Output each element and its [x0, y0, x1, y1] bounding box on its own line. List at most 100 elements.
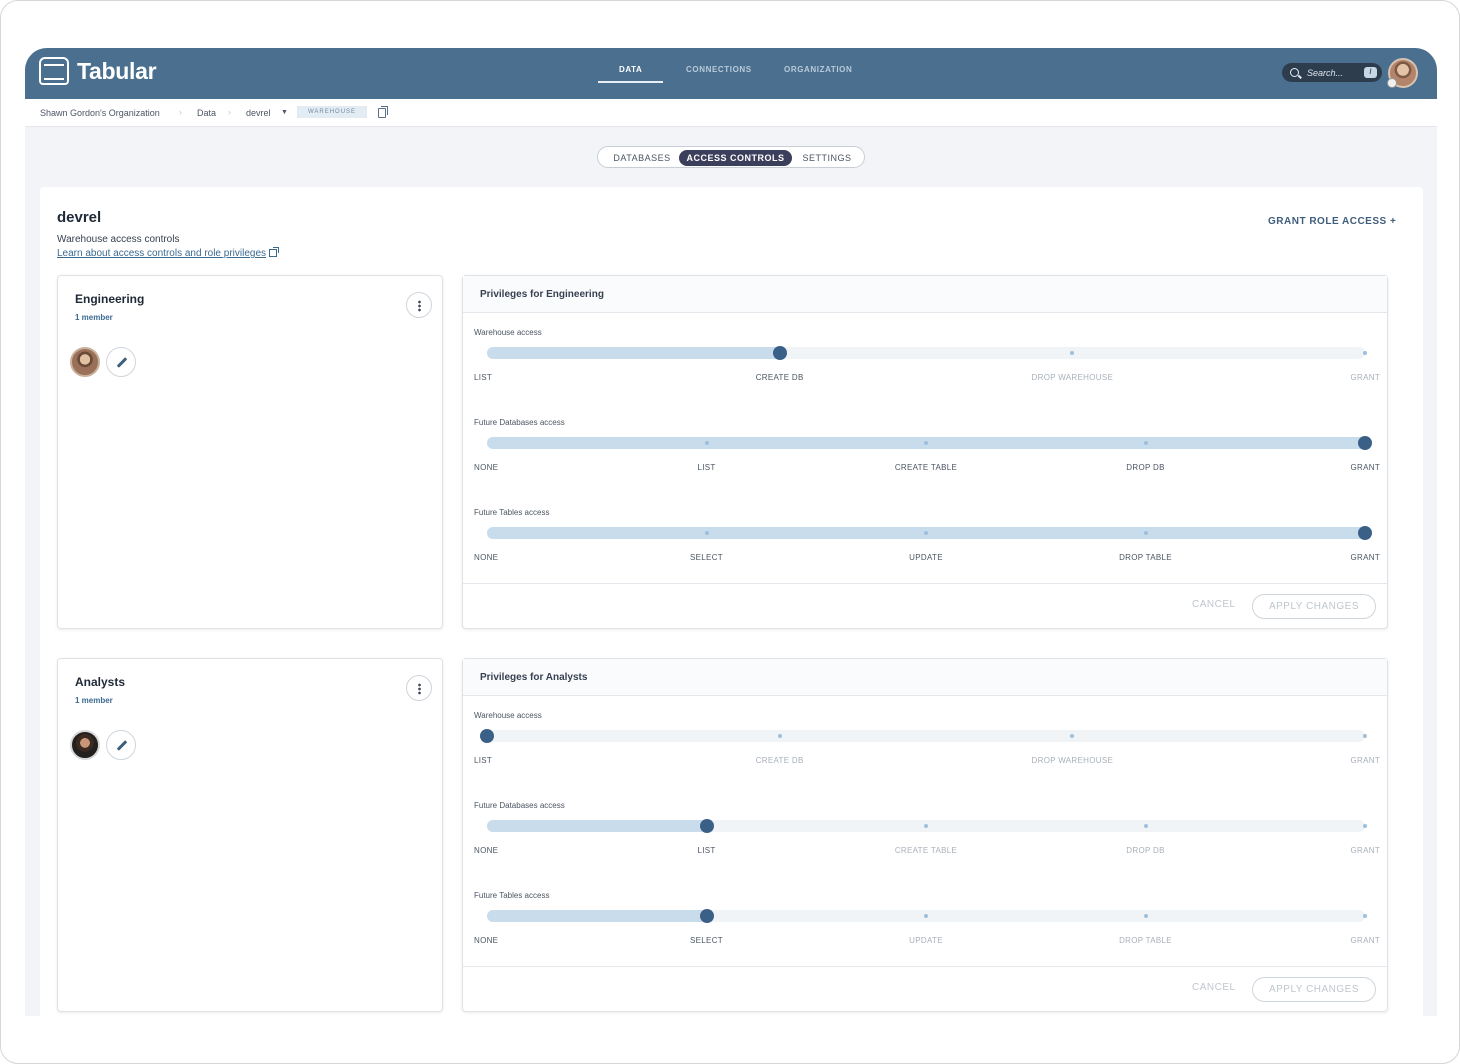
future-tables-access-slider: Future Tables access NONE SELECT UPDATE DROP…	[463, 508, 1387, 578]
warehouse-badge: WAREHOUSE	[297, 106, 367, 118]
chevron-right-icon: ›	[179, 107, 182, 117]
more-vertical-icon	[418, 683, 421, 695]
role-member-count[interactable]: 1 member	[75, 696, 113, 705]
slider-level-label[interactable]: GRANT	[1350, 756, 1380, 765]
slider-level-label[interactable]: LIST	[697, 846, 716, 855]
apply-changes-button[interactable]: APPLY CHANGES	[1252, 977, 1376, 1002]
edit-members-button[interactable]	[106, 730, 136, 760]
more-vertical-icon	[418, 300, 421, 312]
slider-level-label[interactable]: DROP DB	[1126, 846, 1165, 855]
breadcrumb-data[interactable]: Data	[197, 108, 217, 118]
tab-databases[interactable]: DATABASES	[613, 153, 671, 163]
slider-label: Future Tables access	[474, 508, 550, 517]
slider-level-label[interactable]: DROP TABLE	[1119, 553, 1172, 562]
role-name: Engineering	[75, 292, 145, 306]
slider-level-label[interactable]: NONE	[474, 936, 499, 945]
slider-label: Future Databases access	[474, 418, 565, 427]
search-input[interactable]: Search... /	[1282, 63, 1382, 82]
learn-more-link[interactable]: Learn about access controls and role pri…	[57, 247, 280, 259]
slider-level-label[interactable]: DROP TABLE	[1119, 936, 1172, 945]
slider-level-label[interactable]: CREATE TABLE	[894, 846, 958, 855]
slider-level-label[interactable]: GRANT	[1350, 846, 1380, 855]
slider-level-label[interactable]: GRANT	[1350, 936, 1380, 945]
role-menu-button[interactable]	[406, 675, 432, 701]
nav-tab-connections[interactable]: CONNECTIONS	[686, 65, 752, 74]
slider-thumb[interactable]	[772, 346, 787, 360]
slider-track[interactable]	[487, 346, 1367, 360]
member-avatar[interactable]	[70, 347, 100, 377]
apply-changes-button[interactable]: APPLY CHANGES	[1252, 594, 1376, 619]
slider-track[interactable]	[487, 819, 1367, 833]
future-tables-access-slider: Future Tables access NONE SELECT UPDATE DROP…	[463, 891, 1387, 961]
tabular-logo-icon	[39, 57, 69, 85]
slider-tick	[1363, 351, 1367, 355]
role-menu-button[interactable]	[406, 292, 432, 318]
warehouse-access-slider: Warehouse access LIST CREATE DB DROP WAREHO…	[463, 711, 1387, 781]
nav-tab-data[interactable]: DATA	[619, 65, 643, 74]
breadcrumb-org[interactable]: Shawn Gordon's Organization	[40, 108, 160, 118]
slider-thumb[interactable]	[699, 909, 714, 923]
slider-thumb[interactable]	[699, 819, 714, 833]
slider-tick	[924, 531, 928, 535]
slider-fill	[487, 347, 780, 359]
nav-active-indicator	[598, 81, 663, 83]
slider-track[interactable]	[480, 729, 1367, 743]
app-name: Tabular	[77, 57, 157, 84]
slider-tick	[1070, 734, 1075, 738]
learn-more-label: Learn about access controls and role pri…	[57, 248, 267, 259]
slider-thumb[interactable]	[1358, 526, 1372, 540]
cancel-button[interactable]: CANCEL	[1192, 599, 1236, 610]
slider-level-label[interactable]: GRANT	[1350, 373, 1380, 382]
slider-level-label[interactable]: UPDATE	[909, 553, 943, 562]
slider-level-label[interactable]: CREATE DB	[755, 373, 804, 382]
privileges-panel-engineering: Privileges for Engineering Warehouse acc…	[462, 275, 1388, 629]
slider-level-label[interactable]: LIST	[474, 756, 493, 765]
caret-down-icon[interactable]: ▼	[281, 109, 288, 116]
privileges-title: Privileges for Engineering	[480, 289, 604, 300]
logo[interactable]: Tabular	[39, 57, 157, 85]
search-placeholder: Search...	[1307, 67, 1344, 78]
copy-icon[interactable]	[378, 106, 388, 118]
slider-track[interactable]	[487, 526, 1372, 540]
nav-tab-organization[interactable]: ORGANIZATION	[784, 65, 853, 74]
role-name: Analysts	[75, 675, 126, 689]
slider-level-label[interactable]: UPDATE	[909, 936, 943, 945]
slider-level-label[interactable]: DROP DB	[1126, 463, 1165, 472]
role-member-count[interactable]: 1 member	[75, 313, 113, 322]
slider-track[interactable]	[487, 909, 1367, 923]
slider-track[interactable]	[487, 436, 1372, 450]
app-container: Tabular DATA CONNECTIONS ORGANIZATION Se…	[25, 48, 1437, 1016]
slider-level-label[interactable]: LIST	[474, 373, 493, 382]
future-databases-access-slider: Future Databases access NONE LIST CREATE TA…	[463, 418, 1387, 488]
slider-tick	[704, 441, 709, 445]
slider-level-label[interactable]: GRANT	[1350, 463, 1380, 472]
slider-level-label[interactable]: DROP WAREHOUSE	[1031, 373, 1114, 382]
slider-level-label[interactable]: DROP WAREHOUSE	[1031, 756, 1114, 765]
section-tabs: DATABASES ACCESS CONTROLS SETTINGS	[597, 146, 865, 168]
slider-level-label[interactable]: NONE	[474, 463, 499, 472]
cancel-button[interactable]: CANCEL	[1192, 982, 1236, 993]
grant-role-access-button[interactable]: GRANT ROLE ACCESS +	[1268, 216, 1397, 227]
slider-thumb[interactable]	[480, 729, 494, 743]
tab-settings[interactable]: SETTINGS	[802, 153, 852, 163]
access-controls-card: devrel Warehouse access controls Learn a…	[40, 187, 1423, 1016]
tab-access-controls[interactable]: ACCESS CONTROLS	[679, 150, 792, 166]
privileges-title: Privileges for Analysts	[480, 672, 588, 683]
edit-members-button[interactable]	[106, 347, 136, 377]
breadcrumb-warehouse[interactable]: devrel	[246, 108, 271, 118]
slider-level-label[interactable]: CREATE DB	[755, 756, 804, 765]
slider-level-label[interactable]: LIST	[697, 463, 716, 472]
slider-level-label[interactable]: SELECT	[690, 936, 723, 945]
slider-level-label[interactable]: NONE	[474, 846, 499, 855]
slider-fill	[487, 910, 707, 922]
slider-level-label[interactable]: SELECT	[690, 553, 723, 562]
member-avatar[interactable]	[70, 730, 100, 760]
slider-tick	[1363, 914, 1367, 918]
slider-level-label[interactable]: CREATE TABLE	[894, 463, 958, 472]
privileges-header: Privileges for Analysts	[463, 659, 1387, 696]
privileges-panel-analysts: Privileges for Analysts Warehouse access…	[462, 658, 1388, 1012]
slider-level-label[interactable]: NONE	[474, 553, 499, 562]
slider-level-label[interactable]: GRANT	[1350, 553, 1380, 562]
slider-thumb[interactable]	[1358, 436, 1372, 450]
slider-tick	[1143, 531, 1148, 535]
